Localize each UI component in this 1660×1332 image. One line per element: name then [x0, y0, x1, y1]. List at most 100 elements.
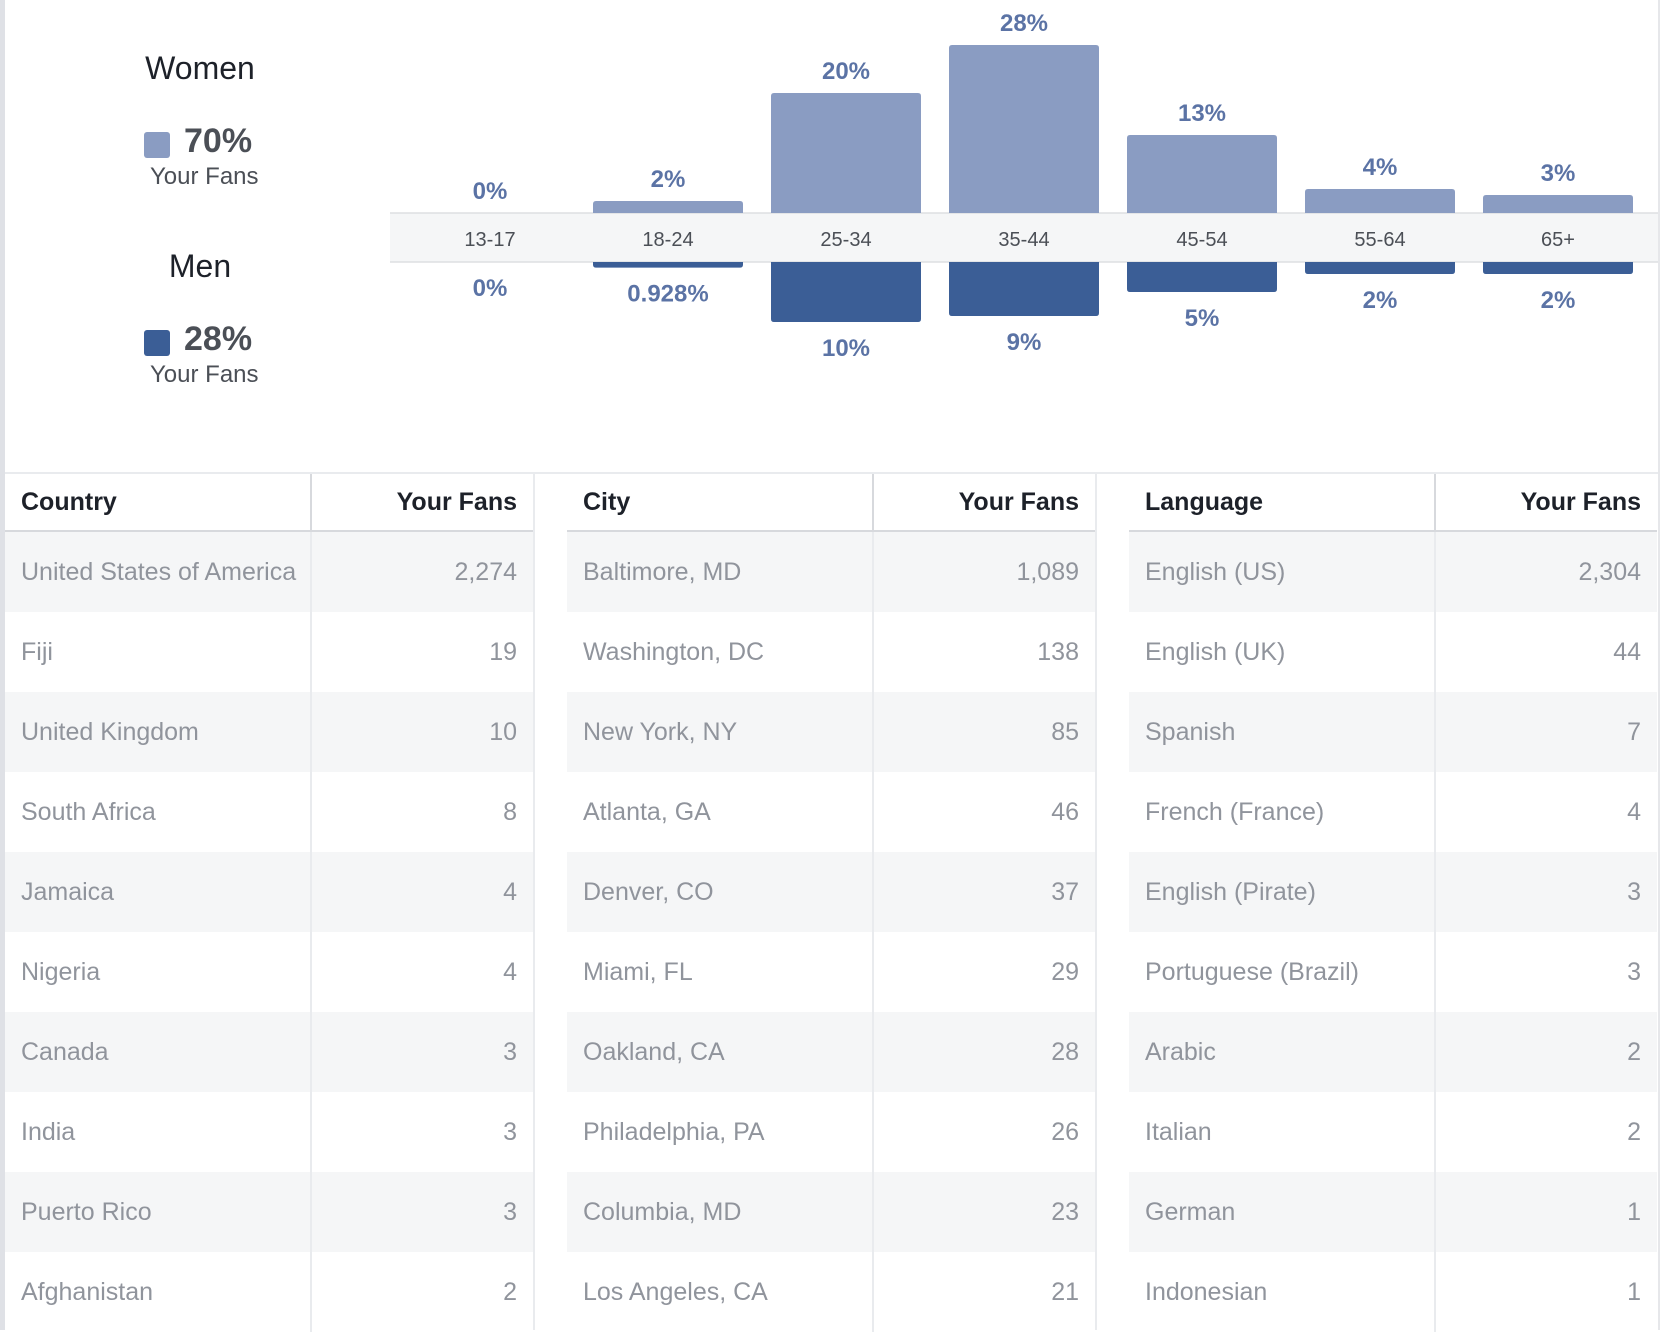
table-row: Fiji 19 — [5, 612, 533, 692]
row-fans-count: 8 — [310, 772, 533, 852]
men-bar — [593, 262, 743, 268]
women-bar — [949, 45, 1099, 213]
table-row: Philadelphia, PA 26 — [567, 1092, 1095, 1172]
age-category-label: 35-44 — [998, 229, 1049, 251]
men-bar — [1127, 262, 1277, 292]
men-bar — [949, 262, 1099, 316]
age-category-label: 65+ — [1541, 229, 1575, 251]
row-fans-count: 3 — [1434, 852, 1657, 932]
row-fans-count: 7 — [1434, 692, 1657, 772]
row-fans-count: 1,089 — [872, 531, 1095, 612]
table-row: Baltimore, MD 1,089 — [567, 531, 1095, 612]
city-table: City Your Fans Baltimore, MD 1,089 Washing… — [567, 474, 1095, 1332]
table-row: Jamaica 4 — [5, 852, 533, 932]
men-bar — [1483, 262, 1633, 274]
row-label: United Kingdom — [5, 692, 311, 772]
row-label: Jamaica — [5, 852, 311, 932]
table-row: Canada 3 — [5, 1012, 533, 1092]
table-row: United States of America 2,274 — [5, 531, 533, 612]
women-value-label: 20% — [822, 58, 870, 85]
table-row: Oakland, CA 28 — [567, 1012, 1095, 1092]
row-label: Nigeria — [5, 932, 311, 1012]
men-legend-sub: Your Fans — [150, 361, 259, 388]
row-label: English (Pirate) — [1129, 852, 1435, 932]
row-fans-count: 3 — [1434, 932, 1657, 1012]
men-legend-title: Men — [168, 248, 232, 284]
row-label: Columbia, MD — [567, 1172, 873, 1252]
language-header[interactable]: Language — [1129, 474, 1435, 532]
row-fans-count: 28 — [872, 1012, 1095, 1092]
row-label: Fiji — [5, 612, 311, 692]
table-row: Atlanta, GA 46 — [567, 772, 1095, 852]
row-label: English (UK) — [1129, 612, 1435, 692]
women-value-label: 2% — [651, 166, 686, 193]
table-row: Indonesian 1 — [1129, 1252, 1657, 1332]
row-fans-count: 1 — [1434, 1172, 1657, 1252]
row-label: Los Angeles, CA — [567, 1252, 873, 1332]
panel-border-left — [0, 0, 5, 1330]
row-fans-count: 138 — [872, 612, 1095, 692]
women-bar — [593, 201, 743, 213]
row-fans-count: 21 — [872, 1252, 1095, 1332]
men-value-label: 10% — [822, 335, 870, 362]
age-category-label: 13-17 — [464, 229, 515, 251]
table-row: India 3 — [5, 1092, 533, 1172]
city-fans-header[interactable]: Your Fans — [872, 474, 1095, 532]
country-fans-header[interactable]: Your Fans — [310, 474, 533, 532]
row-label: Oakland, CA — [567, 1012, 873, 1092]
row-label: Spanish — [1129, 692, 1435, 772]
row-label: Miami, FL — [567, 932, 873, 1012]
row-label: Atlanta, GA — [567, 772, 873, 852]
women-percent: 70% — [184, 122, 253, 160]
country-header[interactable]: Country — [5, 474, 311, 532]
row-fans-count: 23 — [872, 1172, 1095, 1252]
row-label: Canada — [5, 1012, 311, 1092]
row-fans-count: 2 — [1434, 1012, 1657, 1092]
row-label: Portuguese (Brazil) — [1129, 932, 1435, 1012]
men-value-label: 5% — [1185, 305, 1220, 332]
language-rows: English (US) 2,304 English (UK) 44 Spanish 7 F… — [1129, 531, 1657, 1332]
table-row: Afghanistan 2 — [5, 1252, 533, 1332]
row-fans-count: 4 — [1434, 772, 1657, 852]
women-value-label: 4% — [1363, 154, 1398, 181]
age-gender-chart: 0% 0% 13-17 2% 0.928% 18-24 20% 10% 25-34 28% 9% 35… — [390, 10, 1658, 362]
row-fans-count: 37 — [872, 852, 1095, 932]
table-row: Nigeria 4 — [5, 932, 533, 1012]
city-header[interactable]: City — [567, 474, 873, 532]
men-swatch — [144, 330, 170, 356]
table-row: Italian 2 — [1129, 1092, 1657, 1172]
row-label: Denver, CO — [567, 852, 873, 932]
row-fans-count: 2,274 — [310, 531, 533, 612]
age-category-label: 45-54 — [1176, 229, 1227, 251]
row-fans-count: 85 — [872, 692, 1095, 772]
row-fans-count: 19 — [310, 612, 533, 692]
table-row: Columbia, MD 23 — [567, 1172, 1095, 1252]
table-row: New York, NY 85 — [567, 692, 1095, 772]
row-fans-count: 2 — [1434, 1092, 1657, 1172]
row-label: French (France) — [1129, 772, 1435, 852]
age-category-label: 18-24 — [642, 229, 693, 251]
women-value-label: 28% — [1000, 10, 1048, 37]
table-gutter — [1095, 474, 1131, 1330]
row-label: Puerto Rico — [5, 1172, 311, 1252]
row-label: Afghanistan — [5, 1252, 311, 1332]
language-fans-header[interactable]: Your Fans — [1434, 474, 1657, 532]
row-label: United States of America — [5, 531, 311, 612]
section-divider — [5, 472, 1658, 474]
women-bar — [1127, 135, 1277, 213]
row-fans-count: 46 — [872, 772, 1095, 852]
women-value-label: 13% — [1178, 100, 1226, 127]
men-value-label: 9% — [1007, 329, 1042, 356]
women-bar — [1305, 189, 1455, 213]
table-row: Miami, FL 29 — [567, 932, 1095, 1012]
women-legend-sub: Your Fans — [150, 163, 259, 190]
row-label: Italian — [1129, 1092, 1435, 1172]
row-label: Arabic — [1129, 1012, 1435, 1092]
table-row: Washington, DC 138 — [567, 612, 1095, 692]
row-label: New York, NY — [567, 692, 873, 772]
table-row: German 1 — [1129, 1172, 1657, 1252]
panel-border-right — [1658, 0, 1660, 1330]
table-row: Portuguese (Brazil) 3 — [1129, 932, 1657, 1012]
table-row: English (UK) 44 — [1129, 612, 1657, 692]
table-row: United Kingdom 10 — [5, 692, 533, 772]
